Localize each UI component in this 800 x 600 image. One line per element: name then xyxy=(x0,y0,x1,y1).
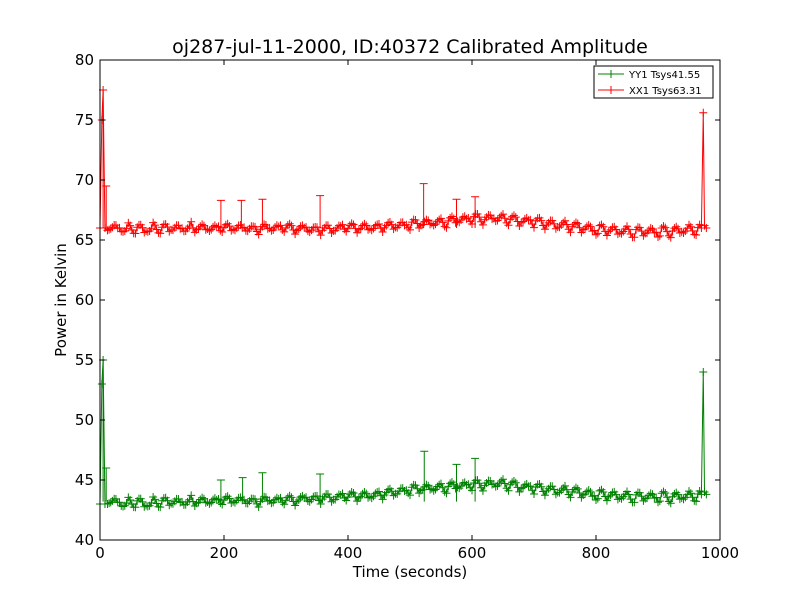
series-0-spike-2 xyxy=(216,479,225,502)
x-axis-label: Time (seconds) xyxy=(352,563,468,581)
y-tick-label-4: 60 xyxy=(75,291,94,309)
series-0 xyxy=(96,356,711,512)
series-1-spike-6 xyxy=(419,183,428,228)
y-tick-label-8: 80 xyxy=(75,51,94,69)
y-tick-label-3: 55 xyxy=(75,351,94,369)
chart-title: oj287-jul-11-2000, ID:40372 Calibrated A… xyxy=(172,36,648,58)
series-0-spike-8 xyxy=(471,457,480,502)
y-tick-label-7: 75 xyxy=(75,111,94,129)
series-0-spike-1 xyxy=(102,467,111,502)
x-tick-label-2: 400 xyxy=(334,544,363,562)
y-tick-label-0: 40 xyxy=(75,531,94,549)
series-1-spike-3 xyxy=(237,199,246,228)
legend-label-0: YY1 Tsys41.55 xyxy=(628,70,700,81)
y-tick-label-1: 45 xyxy=(75,471,94,489)
x-tick-label-3: 600 xyxy=(458,544,487,562)
ticks-layer: 0 200 400 600 800 1000 40 45 50 55 60 65 70 75 80 xyxy=(75,51,739,562)
series-0-spike-6 xyxy=(420,450,429,502)
series-1-spike-7 xyxy=(452,198,461,228)
series-1-spike-1 xyxy=(102,185,111,228)
legend-marker-0 xyxy=(607,70,615,78)
series-0-spike-3 xyxy=(238,477,247,502)
x-tick-label-4: 800 xyxy=(582,544,611,562)
y-tick-label-2: 50 xyxy=(75,411,94,429)
legend-marker-1 xyxy=(607,86,615,94)
series-0-spike-7 xyxy=(452,463,461,502)
series-1-spike-5 xyxy=(316,195,325,228)
series-1-spike-2 xyxy=(216,199,225,228)
x-tick-label-5: 1000 xyxy=(701,544,739,562)
legend-label-1: XX1 Tsys63.31 xyxy=(629,86,702,97)
y-tick-label-6: 70 xyxy=(75,171,94,189)
legend: YY1 Tsys41.55 XX1 Tsys63.31 xyxy=(593,65,714,99)
y-tick-label-5: 65 xyxy=(75,231,94,249)
x-tick-label-0: 0 xyxy=(95,544,105,562)
y-axis-label: Power in Kelvin xyxy=(52,243,70,357)
series-0-spike-5 xyxy=(316,473,325,502)
x-tick-label-1: 200 xyxy=(210,544,239,562)
legend-box xyxy=(593,65,714,99)
series-0-spike-4 xyxy=(258,472,267,502)
series-1-spike-8 xyxy=(471,196,480,228)
series-1-spike-4 xyxy=(258,198,267,228)
